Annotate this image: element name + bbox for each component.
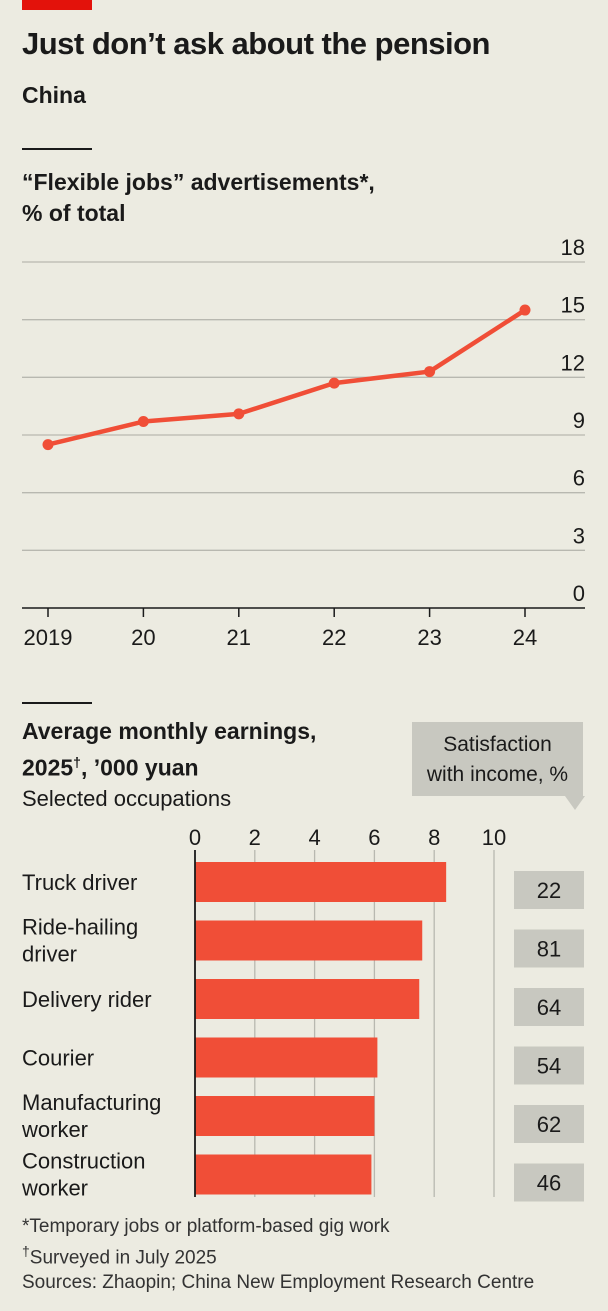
sources: Sources: Zhaopin; China New Employment R… — [22, 1272, 535, 1293]
satisfaction-value: 62 — [537, 1112, 561, 1137]
bar — [195, 1096, 375, 1136]
y-tick-label: 3 — [573, 523, 585, 548]
panel2-title-line2: 2025†, ’000 yuan — [22, 747, 316, 784]
bar — [195, 1037, 378, 1078]
bar — [195, 1154, 372, 1195]
chart-subtitle: China — [22, 82, 86, 108]
x-tick-label: 0 — [189, 825, 201, 850]
x-tick-label: 20 — [131, 625, 155, 650]
satisfaction-box — [514, 1046, 584, 1085]
footnote-2-mark: † — [22, 1243, 30, 1259]
category-label: worker — [21, 1176, 88, 1201]
category-label: Courier — [22, 1046, 94, 1071]
chart-title: Just don’t ask about the pension — [22, 26, 490, 61]
satisfaction-box — [514, 1163, 584, 1202]
x-tick-label: 8 — [428, 825, 440, 850]
series-line — [45, 307, 528, 447]
satisfaction-box — [514, 871, 584, 909]
satisfaction-box — [514, 1105, 584, 1143]
bar — [195, 979, 420, 1019]
x-tick-label: 6 — [368, 825, 380, 850]
category-label: driver — [22, 942, 77, 967]
panel1-title-line2: % of total — [22, 200, 126, 226]
satisfaction-value: 46 — [537, 1171, 561, 1196]
y-tick-label: 12 — [561, 350, 585, 375]
x-tick-label: 23 — [417, 625, 441, 650]
footnote-2: †Surveyed in July 2025 — [22, 1243, 217, 1269]
data-point — [233, 408, 245, 420]
panel1-title: “Flexible jobs” advertisements*, % of to… — [22, 167, 375, 229]
category-label: Truck driver — [22, 870, 137, 895]
data-point — [137, 416, 149, 428]
category-label: Construction — [22, 1149, 146, 1174]
category-label: Delivery rider — [22, 987, 152, 1012]
data-point — [328, 377, 340, 389]
data-point — [519, 304, 531, 316]
data-point — [42, 439, 54, 451]
x-tick-label: 4 — [308, 825, 320, 850]
panel2-rule — [22, 702, 92, 704]
x-tick-label: 24 — [513, 625, 537, 650]
category-label: Manufacturing — [22, 1090, 161, 1115]
satisfaction-pointer-icon — [565, 796, 585, 810]
bar — [195, 862, 447, 902]
panel1-rule — [22, 148, 92, 150]
y-tick-label: 18 — [561, 235, 585, 260]
data-point — [424, 366, 436, 378]
panel2-title-rest: , ’000 yuan — [80, 754, 199, 781]
bar — [195, 920, 423, 961]
satisfaction-header-line2: with income, % — [426, 763, 569, 786]
category-label: Ride-hailing — [22, 915, 138, 940]
panel2-title: Average monthly earnings, 2025†, ’000 yu… — [22, 716, 316, 784]
y-tick-label: 9 — [573, 408, 585, 433]
brand-red-bar — [22, 0, 92, 10]
x-tick-label: 22 — [322, 625, 346, 650]
satisfaction-box — [514, 929, 584, 968]
y-tick-label: 15 — [561, 293, 585, 318]
category-label: worker — [21, 1117, 88, 1142]
satisfaction-header: Satisfaction with income, % — [412, 722, 583, 796]
y-tick-label: 6 — [573, 466, 585, 491]
x-tick-label: 10 — [482, 825, 506, 850]
panel2-title-year: 2025 — [22, 754, 74, 781]
satisfaction-header-line1: Satisfaction — [443, 733, 552, 756]
x-tick-label: 2 — [249, 825, 261, 850]
y-tick-label: 0 — [573, 581, 585, 606]
satisfaction-value: 81 — [537, 937, 561, 962]
footnote-2-text: Surveyed in July 2025 — [29, 1247, 217, 1269]
x-tick-label: 21 — [227, 625, 251, 650]
satisfaction-value: 64 — [537, 995, 561, 1020]
footnote-1: *Temporary jobs or platform-based gig wo… — [22, 1216, 390, 1237]
x-tick-label: 2019 — [24, 625, 73, 650]
panel1-title-line1: “Flexible jobs” advertisements*, — [22, 169, 375, 195]
panel2-title-sup: † — [73, 754, 81, 770]
panel2-subtitle: Selected occupations — [22, 786, 232, 811]
satisfaction-box — [514, 988, 584, 1026]
line-chart: 0 3 6 9 12 15 18 2019 20 21 22 23 24 — [22, 235, 585, 650]
panel2-title-line1: Average monthly earnings, — [22, 718, 317, 744]
satisfaction-value: 54 — [537, 1054, 561, 1079]
satisfaction-value: 22 — [537, 878, 561, 903]
